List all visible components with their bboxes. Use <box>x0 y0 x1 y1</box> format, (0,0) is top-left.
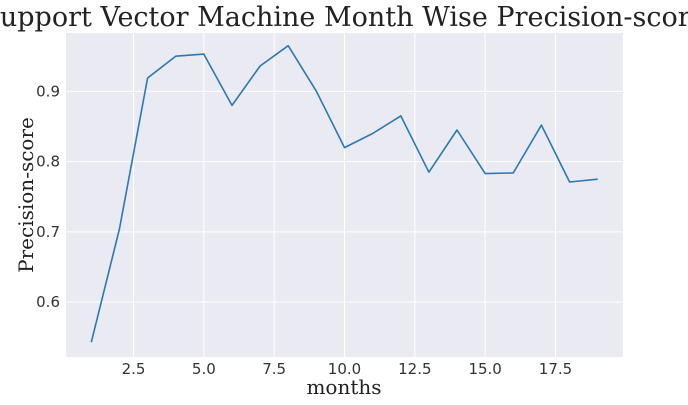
series-line <box>90 44 598 343</box>
x-tick-label: 2.5 <box>122 360 146 378</box>
x-tick-label: 7.5 <box>262 360 286 378</box>
y-tick-label: 0.8 <box>36 153 60 171</box>
grid <box>66 33 623 357</box>
x-tick-label: 12.5 <box>398 360 431 378</box>
x-tick-label: 15.0 <box>468 360 501 378</box>
series-layer <box>90 44 598 343</box>
x-tick-label: 10.0 <box>328 360 361 378</box>
y-tick-label: 0.6 <box>36 293 60 311</box>
x-axis-ticks: 2.5 5.0 7.5 10.0 12.5 15.0 17.5 <box>122 360 573 378</box>
x-tick-label: 5.0 <box>192 360 216 378</box>
chart-title: Support Vector Machine Month Wise Precis… <box>0 2 688 33</box>
y-axis-ticks: 0.6 0.7 0.8 0.9 <box>36 82 60 311</box>
x-tick-label: 17.5 <box>539 360 572 378</box>
y-tick-label: 0.9 <box>36 82 60 100</box>
y-axis-label: Precision-score <box>14 117 38 273</box>
x-axis-label: months <box>306 375 381 399</box>
y-tick-label: 0.7 <box>36 223 60 241</box>
